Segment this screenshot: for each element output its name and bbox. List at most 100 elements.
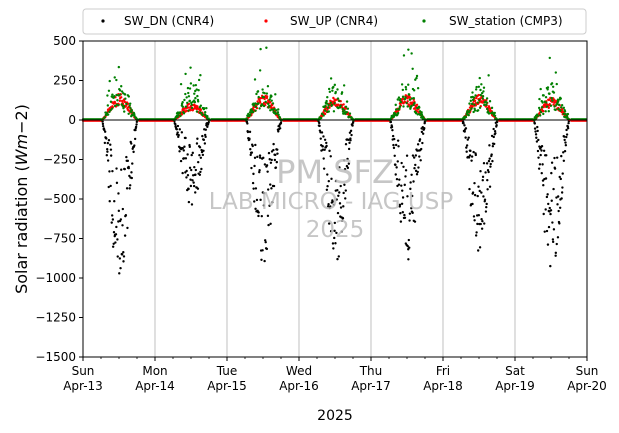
x-tick-label-date: Apr-14 [135,379,175,393]
sw-station-point [538,97,541,101]
sw-station-point [464,115,468,119]
sw-dn-point [322,135,325,138]
x-tick-label-date: Apr-19 [495,379,535,393]
sw-station-point [109,100,113,103]
sw-dn-point [327,222,331,225]
sw-dn-point [469,149,472,153]
sw-station-point [181,101,184,104]
sw-dn-point [491,159,494,163]
sw-dn-point [565,133,569,136]
legend-marker-sw-dn [101,19,105,23]
sw-dn-point [253,164,256,168]
sw-dn-point [262,191,266,195]
sw-dn-point [250,166,253,170]
sw-dn-point [410,206,413,210]
sw-station-point [118,93,122,96]
sw-up-point [196,105,199,108]
sw-up-point [186,106,190,109]
sw-station-point [275,109,278,112]
sw-dn-point [561,186,564,189]
x-tick-label-date: Apr-17 [351,379,391,393]
sw-dn-point [206,125,209,128]
sw-dn-point [262,156,265,160]
sw-dn-point [277,130,280,133]
sw-station-point [127,112,130,115]
sw-dn-point [337,255,340,258]
sw-dn-point [479,222,482,226]
sw-station-point [407,83,410,86]
sw-dn-point [246,130,250,134]
sw-dn-point [318,121,321,125]
sw-station-point [194,89,197,93]
sw-dn-point [248,130,252,134]
sw-station-point [343,109,346,112]
sw-dn-point [537,138,540,142]
sw-dn-point [178,150,181,153]
sw-station-point [113,95,116,98]
sw-station-point [485,103,488,107]
sw-dn-point [112,242,115,245]
sw-station-point [404,96,407,99]
sw-dn-point [335,198,338,201]
sw-dn-point [349,139,352,142]
sw-dn-point [402,165,405,168]
sw-dn-point [342,205,345,208]
sw-station-point [261,88,264,91]
sw-dn-point [488,144,491,147]
sw-dn-point [106,150,109,153]
y-axis-label-unit: Wm [12,134,31,165]
sw-station-point [481,97,484,100]
sw-dn-point [411,194,414,198]
sw-dn-point [399,211,402,215]
sw-station-point [193,92,196,95]
legend-box [82,8,587,35]
sw-dn-point [563,135,566,138]
sw-dn-point [338,202,342,205]
sw-station-point [493,111,496,115]
sw-station-point [266,85,270,88]
y-axis: −1500 −1250 −1000 −750 −500 −250 0 250 500 [35,34,83,364]
sw-station-point [186,86,190,90]
sw-station-point [406,105,409,108]
sw-dn-point [272,142,275,146]
sw-station-point [127,95,131,98]
sw-dn-point [134,125,138,129]
series-sw-station [81,46,587,122]
sw-station-point [247,112,250,116]
sw-dn-point [278,127,282,130]
sw-dn-point [329,205,332,208]
sw-station-point [550,82,554,85]
sw-station-point [560,104,564,107]
sw-dn-point [416,149,419,152]
sw-station-point [123,93,127,96]
sw-station-point [555,82,558,86]
sw-station-point [329,101,332,104]
sw-station-point [181,105,185,108]
sw-dn-point [416,170,419,174]
sw-dn-point [472,150,475,154]
sw-dn-point [269,222,272,225]
sw-station-point [125,102,128,105]
sw-up-point [323,112,327,116]
x-tick-label-weekday: Tue [216,364,238,378]
legend-label-sw-station: SW_station (CMP3) [449,14,563,28]
sw-station-point [177,113,180,117]
sw-dn-point [186,153,189,156]
sw-dn-point [329,155,332,158]
sw-dn-point [122,260,125,263]
sw-dn-point [202,149,205,153]
sw-station-point [493,114,497,118]
sw-dn-point [347,162,351,165]
sw-station-point [117,103,120,107]
sw-dn-point [474,234,478,237]
sw-station-point [551,99,554,102]
sw-dn-point [404,169,408,172]
sw-station-point [412,97,416,100]
sw-station-point [397,96,401,99]
sw-dn-point [485,162,489,165]
sw-dn-point [203,142,207,145]
sw-station-point [115,78,118,82]
sw-station-point [338,99,341,103]
sw-dn-point [272,184,276,188]
